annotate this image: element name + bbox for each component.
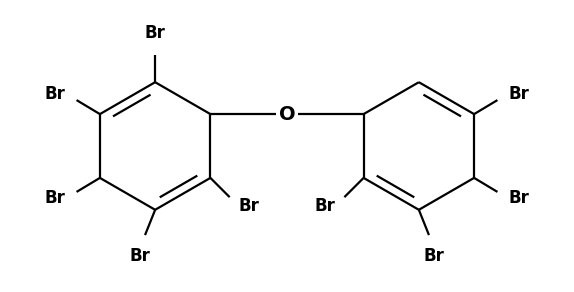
Text: Br: Br <box>423 247 444 265</box>
Text: Br: Br <box>130 247 151 265</box>
Text: Br: Br <box>145 24 165 42</box>
Text: Br: Br <box>239 197 259 215</box>
Text: O: O <box>279 105 295 124</box>
Text: Br: Br <box>509 190 529 208</box>
Text: Br: Br <box>315 197 335 215</box>
Text: Br: Br <box>45 84 65 102</box>
Text: Br: Br <box>509 84 529 102</box>
Text: Br: Br <box>45 190 65 208</box>
